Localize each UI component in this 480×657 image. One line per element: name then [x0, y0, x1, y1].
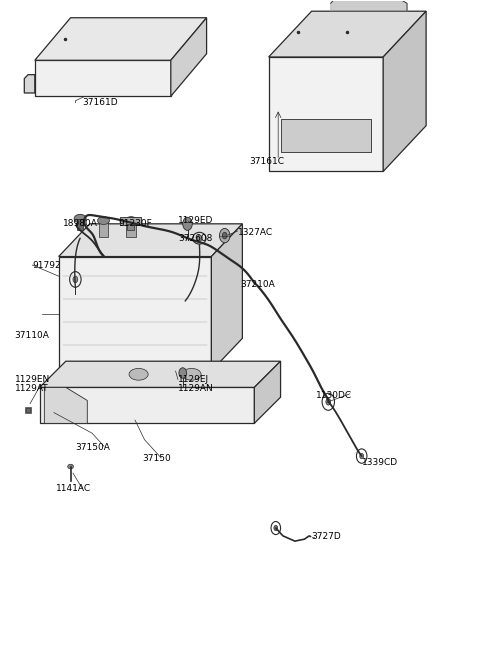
Text: 18980A: 18980A [63, 219, 98, 229]
Text: 1327AC: 1327AC [238, 228, 273, 237]
Text: 372608: 372608 [178, 234, 212, 242]
Ellipse shape [74, 214, 86, 223]
Polygon shape [383, 11, 426, 171]
Text: 1129AN: 1129AN [178, 384, 214, 393]
Ellipse shape [97, 217, 109, 225]
Polygon shape [59, 256, 211, 371]
Circle shape [73, 276, 78, 283]
Bar [126, 221, 136, 237]
Text: 1130DC: 1130DC [316, 391, 352, 399]
Text: 37210A: 37210A [240, 280, 275, 289]
Text: 3727D: 3727D [312, 532, 341, 541]
Text: 91230F: 91230F [118, 219, 152, 229]
Polygon shape [39, 388, 254, 423]
Polygon shape [39, 361, 281, 388]
Circle shape [197, 235, 202, 242]
Ellipse shape [68, 464, 73, 469]
Circle shape [179, 368, 187, 378]
Polygon shape [35, 60, 171, 97]
Bar [281, 119, 371, 152]
Circle shape [219, 229, 230, 243]
Text: 37161D: 37161D [83, 99, 118, 107]
Circle shape [274, 526, 278, 531]
Polygon shape [24, 75, 35, 93]
Text: 1141AC: 1141AC [56, 484, 91, 493]
Circle shape [222, 233, 227, 239]
Ellipse shape [125, 217, 137, 225]
Circle shape [360, 453, 364, 459]
Polygon shape [35, 18, 206, 60]
Bar [127, 224, 133, 231]
Polygon shape [171, 18, 206, 97]
Bar [99, 221, 108, 237]
Ellipse shape [129, 369, 148, 380]
Text: 1129EN: 1129EN [15, 375, 50, 384]
Text: 91792: 91792 [33, 261, 61, 269]
Text: 1129AT: 1129AT [15, 384, 48, 393]
Polygon shape [269, 11, 426, 57]
Bar [77, 219, 83, 231]
Text: 1339CD: 1339CD [362, 458, 398, 467]
Polygon shape [331, 0, 407, 11]
Circle shape [326, 399, 331, 405]
Text: 37150A: 37150A [75, 443, 110, 452]
Circle shape [183, 217, 192, 231]
Text: 37150: 37150 [142, 453, 171, 463]
Ellipse shape [182, 369, 201, 380]
Text: 1129EJ: 1129EJ [178, 375, 209, 384]
Text: 37161C: 37161C [250, 157, 285, 166]
Bar [120, 217, 141, 225]
Text: 1129ED: 1129ED [178, 216, 213, 225]
Polygon shape [211, 224, 242, 371]
Text: 37110A: 37110A [15, 330, 49, 340]
Polygon shape [269, 57, 383, 171]
Polygon shape [44, 388, 87, 423]
Polygon shape [254, 361, 281, 423]
Polygon shape [59, 224, 242, 256]
